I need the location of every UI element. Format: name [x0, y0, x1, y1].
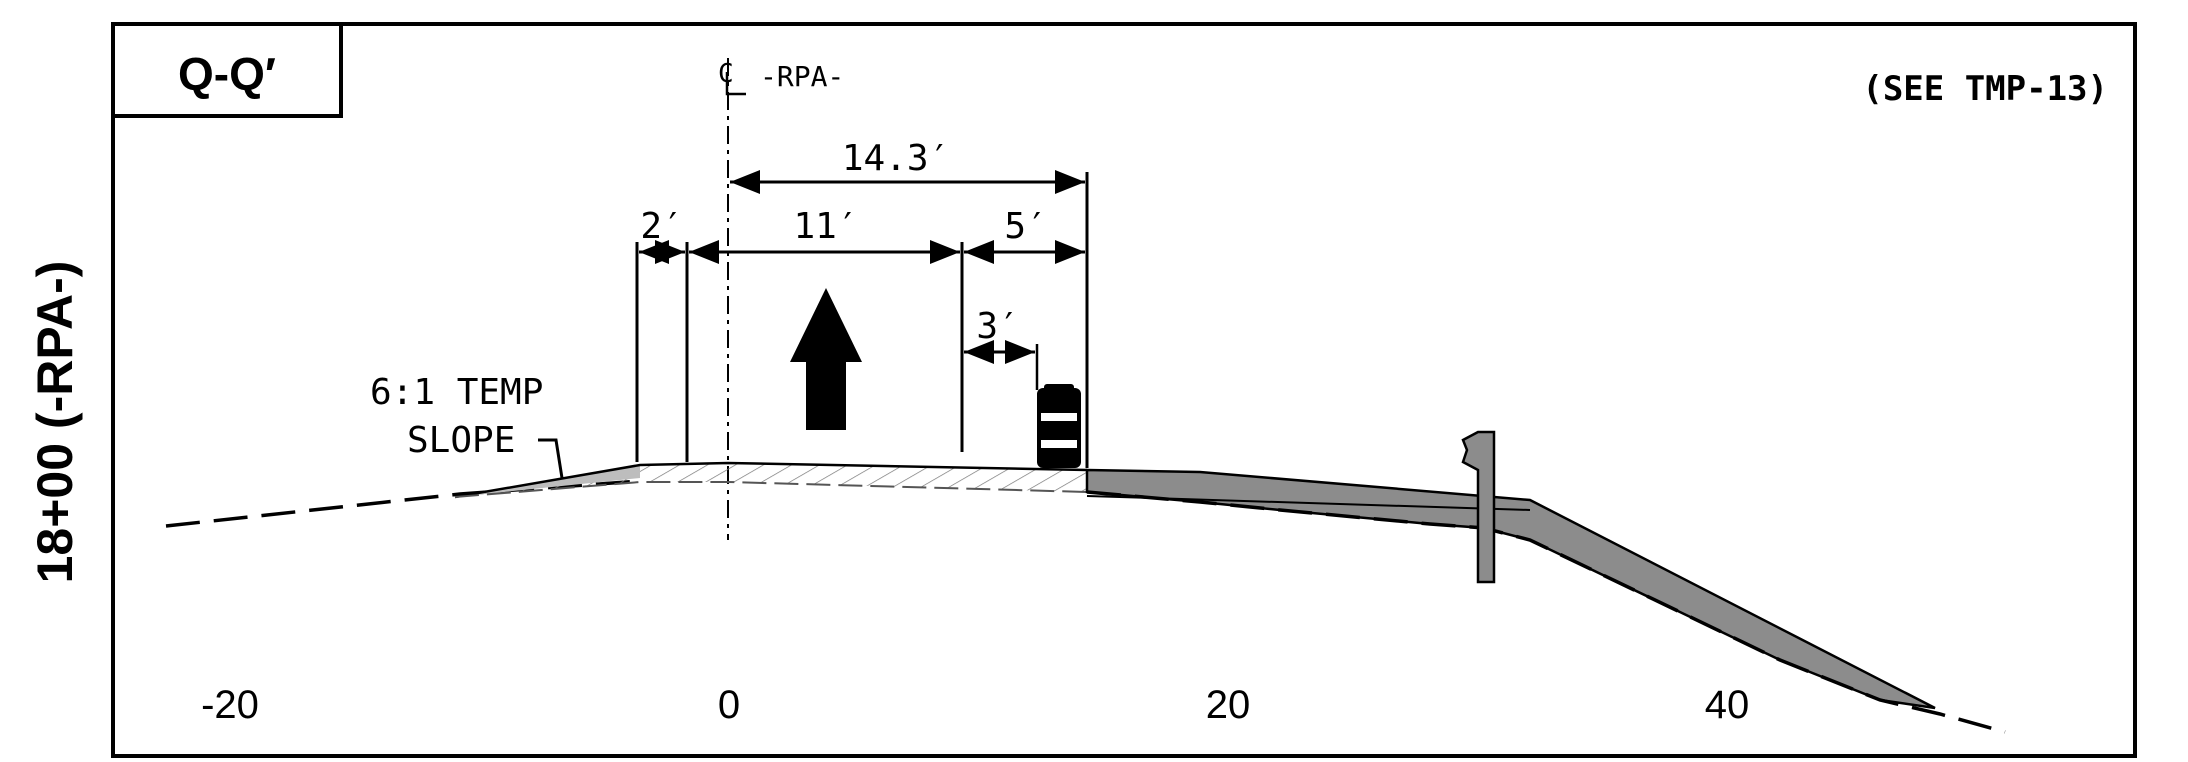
section-id-box	[111, 22, 343, 118]
drum-barrel	[1037, 384, 1081, 468]
dim-left-shoulder-label: 2′	[640, 206, 683, 247]
dim-barrel-label: 3′	[976, 306, 1019, 347]
dim-lane-label: 11′	[793, 206, 858, 247]
existing-ground-right	[1086, 490, 2006, 734]
axis-tick-label: 0	[718, 683, 740, 727]
reference-note: (SEE TMP-13)	[1862, 69, 2108, 109]
finished-grade-top	[454, 461, 1088, 499]
station-label: 18+00 (-RPA-)	[27, 261, 83, 584]
temp-slope-bottom	[454, 481, 1088, 498]
axis-tick-label: -20	[201, 683, 259, 727]
guardrail-post	[1461, 430, 1496, 584]
dim-total-label: 14.3′	[842, 138, 950, 179]
centerline-alignment: -RPA-	[760, 60, 844, 93]
centerline-symbol-mark	[725, 72, 746, 96]
dim-right-offset-label: 5′	[1004, 206, 1047, 247]
slope-note-line2: SLOPE	[407, 420, 515, 461]
pavement-edge-line	[1086, 495, 1531, 511]
slope-note-line1: 6:1 TEMP	[370, 372, 543, 413]
drawing-frame	[111, 22, 2137, 758]
section-id-label: Q-Q′	[178, 48, 276, 100]
lane-direction-arrow	[790, 288, 862, 430]
slope-note-leader	[538, 438, 564, 479]
axis-tick-label: 40	[1705, 683, 1750, 727]
axis-tick-label: 20	[1206, 683, 1251, 727]
